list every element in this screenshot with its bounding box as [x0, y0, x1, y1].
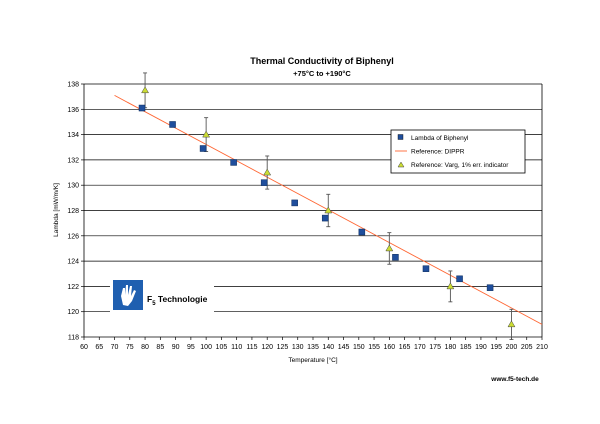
y-axis-label: Lambda [mW/m/K] — [53, 183, 60, 237]
x-axis-label: Temperature [°C] — [288, 356, 337, 364]
x-tick-label: 175 — [429, 344, 441, 351]
varg-reference-point — [141, 86, 150, 94]
lambda-data-point — [199, 145, 207, 152]
y-tick-label: 136 — [67, 107, 79, 114]
varg-reference-point — [202, 130, 211, 138]
y-tick-label: 124 — [67, 259, 79, 266]
y-tick-label: 128 — [67, 208, 79, 215]
lambda-data-point — [392, 254, 399, 261]
varg-reference-point — [263, 168, 272, 176]
x-tick-label: 65 — [95, 344, 103, 351]
x-tick-label: 140 — [322, 344, 334, 351]
x-tick-label: 105 — [216, 344, 228, 351]
varg-reference-point — [507, 320, 516, 328]
lambda-data-point — [138, 104, 146, 112]
x-tick-label: 160 — [383, 344, 395, 351]
chart-title: Thermal Conductivity of Biphenyl — [250, 56, 394, 66]
y-tick-label: 132 — [67, 157, 79, 164]
y-tick-label: 126 — [67, 233, 79, 240]
legend-label: Reference: DIPPR — [411, 149, 465, 156]
chart-subtitle: +75°C to +190°C — [293, 69, 351, 78]
x-tick-label: 200 — [506, 344, 518, 351]
y-tick-label: 130 — [67, 183, 79, 190]
lambda-data-point — [260, 179, 268, 186]
x-tick-label: 120 — [261, 344, 273, 351]
x-tick-label: 180 — [445, 344, 457, 351]
lambda-data-point — [230, 159, 237, 166]
x-tick-label: 145 — [338, 344, 350, 351]
x-tick-label: 75 — [126, 344, 134, 351]
y-tick-label: 122 — [67, 284, 79, 291]
x-tick-label: 130 — [292, 344, 304, 351]
logo-text: F5 Technologie — [147, 294, 208, 307]
lambda-data-point — [422, 265, 430, 272]
lambda-data-point — [486, 284, 494, 291]
x-tick-label: 165 — [399, 344, 411, 351]
x-tick-label: 110 — [231, 344, 242, 351]
legend: Lambda of Biphenyl Reference: DIPPR Refe… — [390, 129, 526, 174]
footer-url: www.f5-tech.de — [490, 376, 539, 383]
y-tick-label: 138 — [67, 82, 79, 89]
lambda-data-point — [358, 228, 366, 236]
lambda-data-point — [291, 199, 298, 207]
lambda-data-point — [321, 214, 329, 222]
x-tick-label: 135 — [307, 344, 319, 351]
x-tick-label: 85 — [156, 344, 164, 351]
x-tick-label: 185 — [460, 344, 472, 351]
lambda-data-point — [456, 275, 463, 283]
legend-square-icon — [397, 134, 404, 140]
x-tick-label: 115 — [246, 344, 257, 351]
logo: F5 Technologie — [110, 278, 214, 316]
x-tick-label: 155 — [368, 344, 380, 351]
y-tick-label: 120 — [67, 309, 79, 316]
x-tick-label: 190 — [475, 344, 487, 351]
y-tick-label: 118 — [68, 335, 79, 342]
legend-label: Reference: Varg, 1% err. indicator — [411, 162, 509, 169]
x-tick-label: 70 — [111, 344, 119, 351]
x-tick-label: 95 — [187, 344, 195, 351]
varg-reference-point — [324, 206, 333, 214]
y-tick-label: 134 — [67, 132, 79, 139]
x-tick-label: 210 — [536, 344, 548, 351]
legend-label: Lambda of Biphenyl — [411, 135, 469, 142]
x-tick-label: 205 — [521, 344, 533, 351]
x-tick-label: 80 — [141, 344, 149, 351]
x-tick-label: 195 — [490, 344, 502, 351]
legend-triangle-icon — [397, 161, 405, 168]
x-tick-label: 90 — [172, 344, 180, 351]
varg-reference-point — [385, 244, 394, 252]
varg-reference-point — [446, 282, 455, 290]
lambda-data-point — [169, 121, 176, 128]
x-tick-label: 100 — [200, 344, 212, 351]
x-tick-label: 60 — [80, 344, 88, 351]
x-tick-label: 150 — [353, 344, 365, 351]
x-tick-label: 125 — [277, 344, 289, 351]
x-tick-label: 170 — [414, 344, 426, 351]
